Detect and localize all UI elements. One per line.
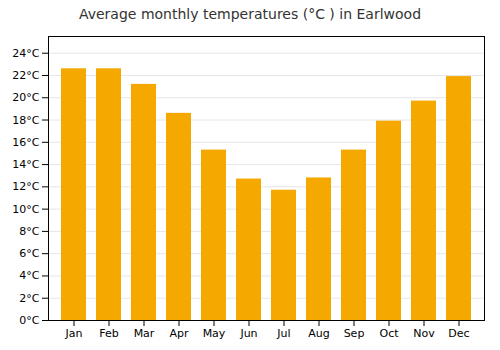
svg-text:Jul: Jul <box>276 327 290 340</box>
svg-text:Mar: Mar <box>134 327 155 340</box>
svg-text:Aug: Aug <box>308 327 329 340</box>
svg-text:24°C: 24°C <box>12 47 39 60</box>
svg-text:Oct: Oct <box>379 327 399 340</box>
svg-text:22°C: 22°C <box>12 69 39 82</box>
svg-text:Nov: Nov <box>413 327 435 340</box>
svg-text:6°C: 6°C <box>19 247 39 260</box>
html-text:Average monthly temperatures (: Average monthly temperatures (°C ) in Ea… <box>78 6 421 22</box>
svg-text:Dec: Dec <box>448 327 469 340</box>
svg-text:May: May <box>203 327 226 340</box>
svg-text:20°C: 20°C <box>12 91 39 104</box>
svg-text:18°C: 18°C <box>12 114 39 127</box>
svg-text:12°C: 12°C <box>12 180 39 193</box>
svg-text:14°C: 14°C <box>12 158 39 171</box>
svg-text:4°C: 4°C <box>19 269 39 282</box>
svg-text:Sep: Sep <box>344 327 365 340</box>
svg-text:0°C: 0°C <box>19 314 39 327</box>
svg-text:8°C: 8°C <box>19 225 39 238</box>
svg-text:Apr: Apr <box>169 327 189 340</box>
svg-text:Jun: Jun <box>239 327 257 340</box>
svg-text:2°C: 2°C <box>19 292 39 305</box>
svg-text:Feb: Feb <box>99 327 118 340</box>
svg-text:16°C: 16°C <box>12 136 39 149</box>
svg-text:Jan: Jan <box>65 327 83 340</box>
svg-text:10°C: 10°C <box>12 203 39 216</box>
